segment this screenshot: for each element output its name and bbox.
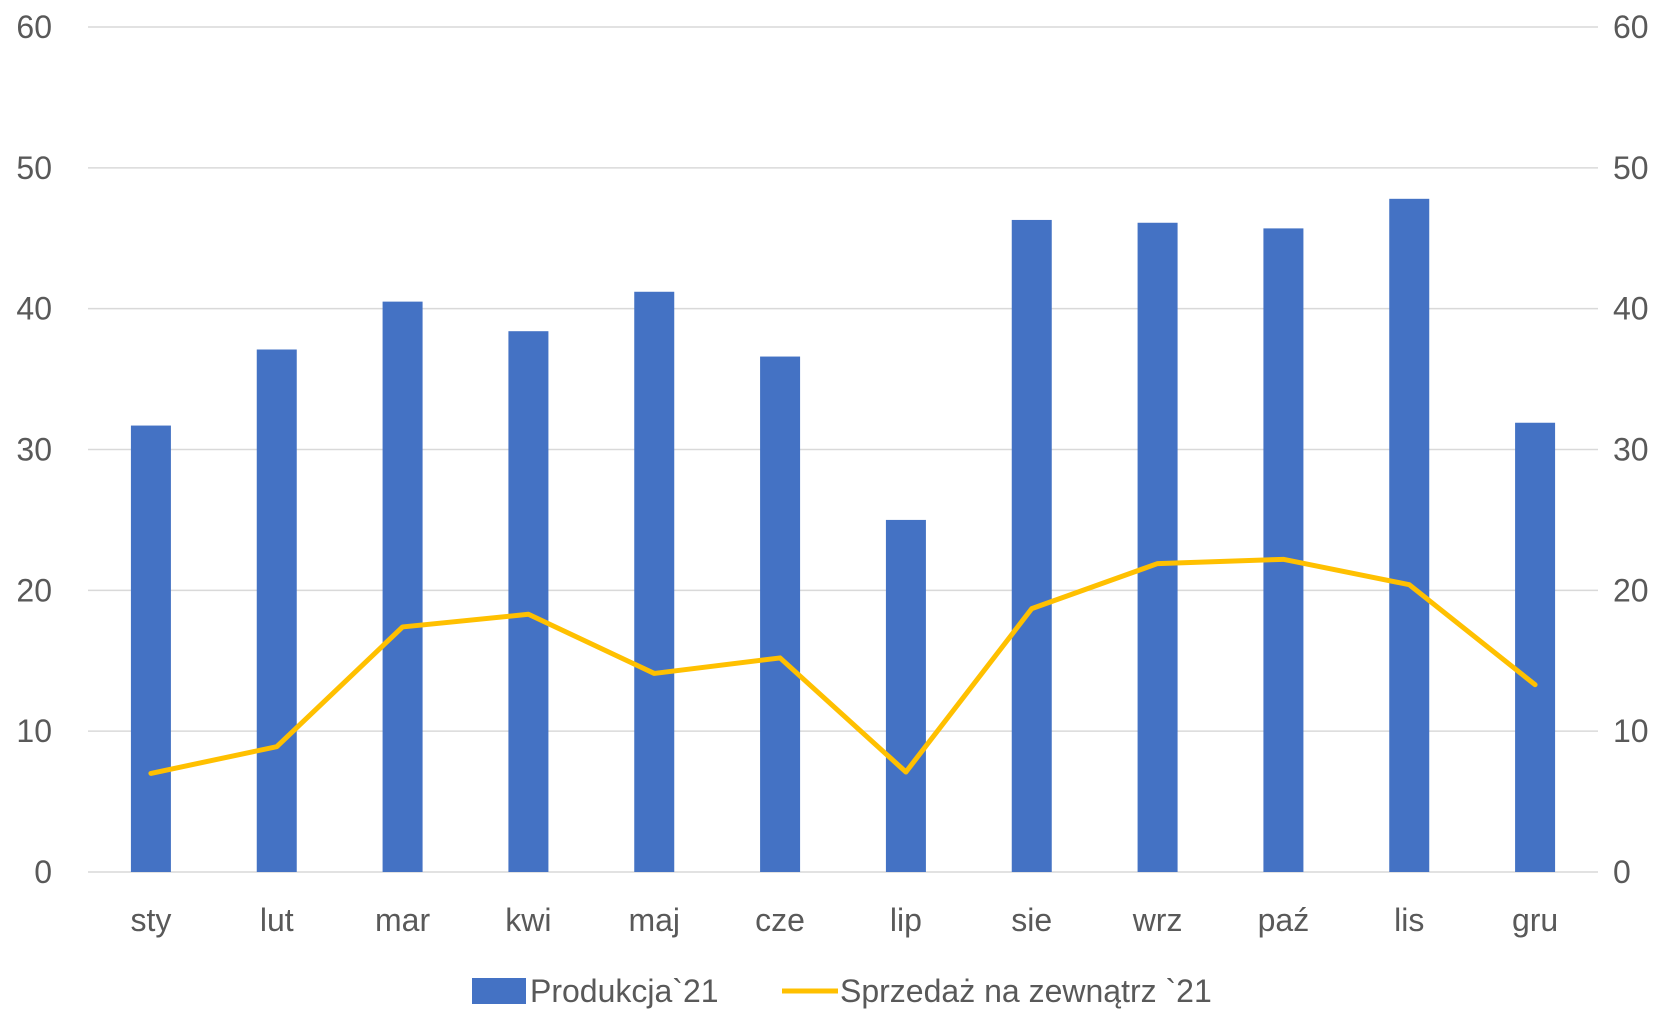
- bar-sie: [1011, 219, 1052, 873]
- x-tick-label: sty: [130, 902, 171, 938]
- right-axis-ticks: 0 10 20 30 40 50 60: [1613, 9, 1649, 890]
- x-tick-label: cze: [755, 902, 805, 938]
- legend: Produkcja`21 Sprzedaż na zewnątrz `21: [472, 973, 1212, 1009]
- left-tick-label: 50: [16, 150, 52, 186]
- sales-line: [148, 556, 1538, 776]
- right-tick-label: 60: [1613, 9, 1649, 45]
- x-tick-label: wrz: [1132, 902, 1183, 938]
- right-tick-label: 10: [1613, 713, 1649, 749]
- x-tick-label: paź: [1258, 902, 1310, 938]
- left-tick-label: 10: [16, 713, 52, 749]
- right-tick-label: 30: [1613, 432, 1649, 468]
- x-tick-label: mar: [375, 902, 430, 938]
- bar-kwi: [508, 331, 549, 872]
- left-tick-label: 40: [16, 291, 52, 327]
- bar-lut: [256, 349, 297, 873]
- legend-label-produkcja: Produkcja`21: [530, 973, 719, 1009]
- x-tick-label: maj: [628, 902, 680, 938]
- left-tick-label: 0: [34, 854, 52, 890]
- x-tick-label: lis: [1394, 902, 1424, 938]
- bar-lip: [885, 519, 926, 872]
- x-tick-label: sie: [1011, 902, 1052, 938]
- bar-sty: [130, 425, 171, 872]
- x-tick-label: kwi: [505, 902, 551, 938]
- legend-label-sprzedaz: Sprzedaż na zewnątrz `21: [840, 973, 1212, 1009]
- bar-cze: [760, 356, 801, 872]
- gridlines: [88, 26, 1598, 873]
- bar-mar: [382, 301, 423, 872]
- x-axis-labels: sty lut mar kwi maj cze lip sie wrz paź lis gru: [130, 902, 1558, 938]
- x-tick-label: lut: [260, 902, 294, 938]
- right-tick-label: 50: [1613, 150, 1649, 186]
- right-tick-label: 20: [1613, 572, 1649, 608]
- right-tick-label: 40: [1613, 291, 1649, 327]
- bar-series-produkcja: [130, 198, 1556, 873]
- left-axis-ticks: 0 10 20 30 40 50 60: [16, 9, 52, 890]
- bar-lis: [1389, 198, 1430, 873]
- bar-wrz: [1137, 222, 1178, 873]
- left-tick-label: 30: [16, 432, 52, 468]
- left-tick-label: 60: [16, 9, 52, 45]
- line-series-sprzedaz: [148, 556, 1538, 776]
- bar-paź: [1263, 228, 1304, 872]
- bar-gru: [1515, 422, 1556, 872]
- left-tick-label: 20: [16, 572, 52, 608]
- legend-swatch-produkcja: [472, 978, 526, 1004]
- x-tick-label: gru: [1512, 902, 1558, 938]
- bar-maj: [634, 291, 675, 872]
- x-tick-label: lip: [890, 902, 922, 938]
- right-tick-label: 0: [1613, 854, 1631, 890]
